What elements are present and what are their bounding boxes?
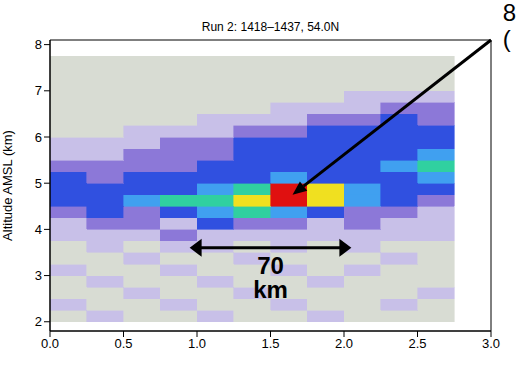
svg-text:2: 2	[35, 314, 42, 329]
html-text:Run 2: 1418–1437, 54.0N: Run 2: 1418–1437, 54.0N	[201, 20, 340, 34]
svg-text:4: 4	[35, 222, 42, 237]
svg-text:km: km	[253, 276, 288, 303]
svg-text:0.5: 0.5	[114, 336, 132, 351]
svg-text:8: 8	[35, 37, 42, 52]
html-text:8: 8	[502, 0, 516, 26]
svg-text:70: 70	[257, 252, 284, 279]
svg-text:7: 7	[35, 83, 42, 98]
svg-text:3: 3	[35, 268, 42, 283]
svg-text:6: 6	[35, 130, 42, 145]
svg-text:2.0: 2.0	[335, 336, 353, 351]
svg-text:Altitude AMSL (km): Altitude AMSL (km)	[0, 130, 15, 241]
svg-text:1.0: 1.0	[188, 336, 206, 351]
svg-text:5: 5	[35, 176, 42, 191]
svg-text:0.0: 0.0	[41, 336, 59, 351]
svg-text:3.0: 3.0	[482, 336, 500, 351]
svg-text:2.5: 2.5	[408, 336, 426, 351]
svg-text:1.5: 1.5	[261, 336, 279, 351]
